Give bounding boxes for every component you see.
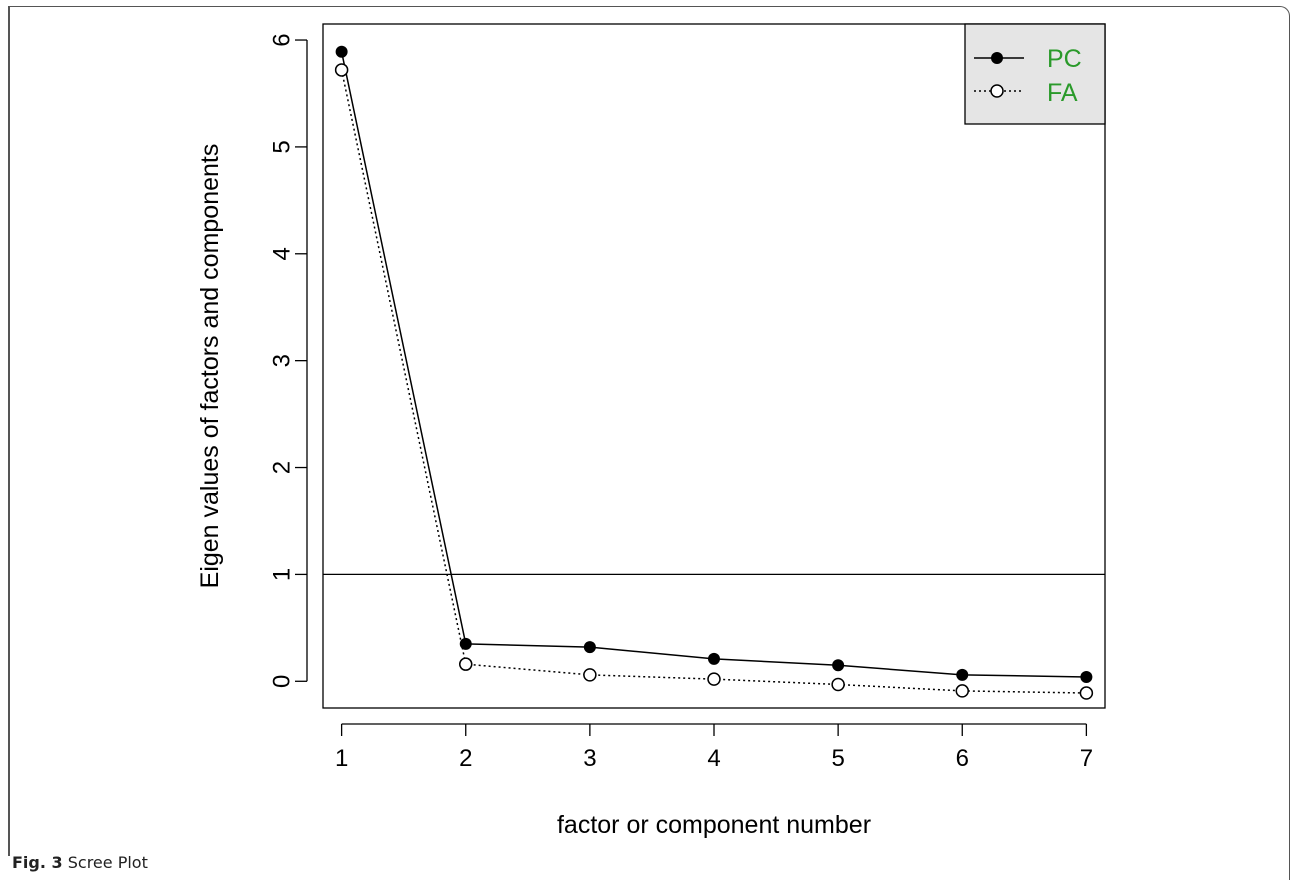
y-tick-label: 4 [269, 247, 296, 260]
series-fa-point [334, 63, 349, 77]
series-fa-point [583, 668, 597, 682]
series-pc-point [956, 668, 969, 681]
plot-area [322, 23, 1106, 709]
series-fa-point [831, 677, 845, 692]
y-tick-label: 6 [269, 33, 296, 46]
y-tick-label: 0 [269, 675, 296, 688]
figure-frame [8, 6, 1290, 880]
series-pc-line [340, 51, 1087, 678]
x-tick-label: 4 [707, 745, 720, 772]
y-tick-label: 1 [269, 568, 296, 581]
x-tick-label: 3 [583, 745, 596, 772]
x-tick-label: 6 [956, 745, 969, 772]
series-pc-point [1080, 671, 1093, 684]
figure-caption: Fig. 3 Scree Plot [12, 853, 148, 872]
series-pc-point [459, 637, 472, 650]
x-tick-label: 7 [1080, 745, 1093, 772]
x-tick-label: 5 [831, 745, 844, 772]
y-tick-label: 3 [269, 354, 296, 367]
legend-fa-label: FA [1047, 79, 1078, 107]
series-fa-point [955, 684, 970, 698]
series-layer [334, 45, 1094, 700]
legend-pc-label: PC [1047, 45, 1082, 73]
legend: PC FA [964, 23, 1106, 125]
series-fa-line [340, 69, 1087, 694]
series-pc-point [832, 659, 845, 672]
x-axis-label: factor or component number [557, 811, 871, 839]
series-pc-point [708, 652, 720, 665]
x-tick-label: 1 [335, 745, 348, 772]
series-pc-point [583, 641, 596, 654]
series-fa-point [1079, 686, 1094, 700]
figure-caption-label: Fig. 3 [12, 853, 63, 872]
y-axis: 0 1 2 3 4 5 6 [269, 33, 308, 688]
figure-caption-text: Scree Plot [67, 853, 148, 872]
legend-fa-marker [990, 84, 1004, 98]
legend-item-fa: FA [974, 79, 1078, 107]
y-axis-label: Eigen values of factors and components [196, 144, 224, 589]
legend-item-pc: PC [974, 45, 1082, 73]
legend-pc-marker [991, 52, 1003, 64]
y-tick-label: 5 [269, 140, 296, 153]
x-tick-label: 2 [459, 745, 472, 772]
y-tick-label: 2 [269, 461, 296, 474]
figure-frame-left-border [8, 6, 10, 856]
scree-plot-chart: 0 1 2 3 4 5 6 1 2 3 4 5 6 7 factor or component numb… [196, 23, 1106, 839]
x-axis: 1 2 3 4 5 6 7 [335, 723, 1093, 772]
series-fa-point [707, 672, 721, 686]
legend-box [964, 23, 1106, 125]
series-fa-point [458, 657, 473, 671]
series-pc-point [335, 45, 348, 58]
